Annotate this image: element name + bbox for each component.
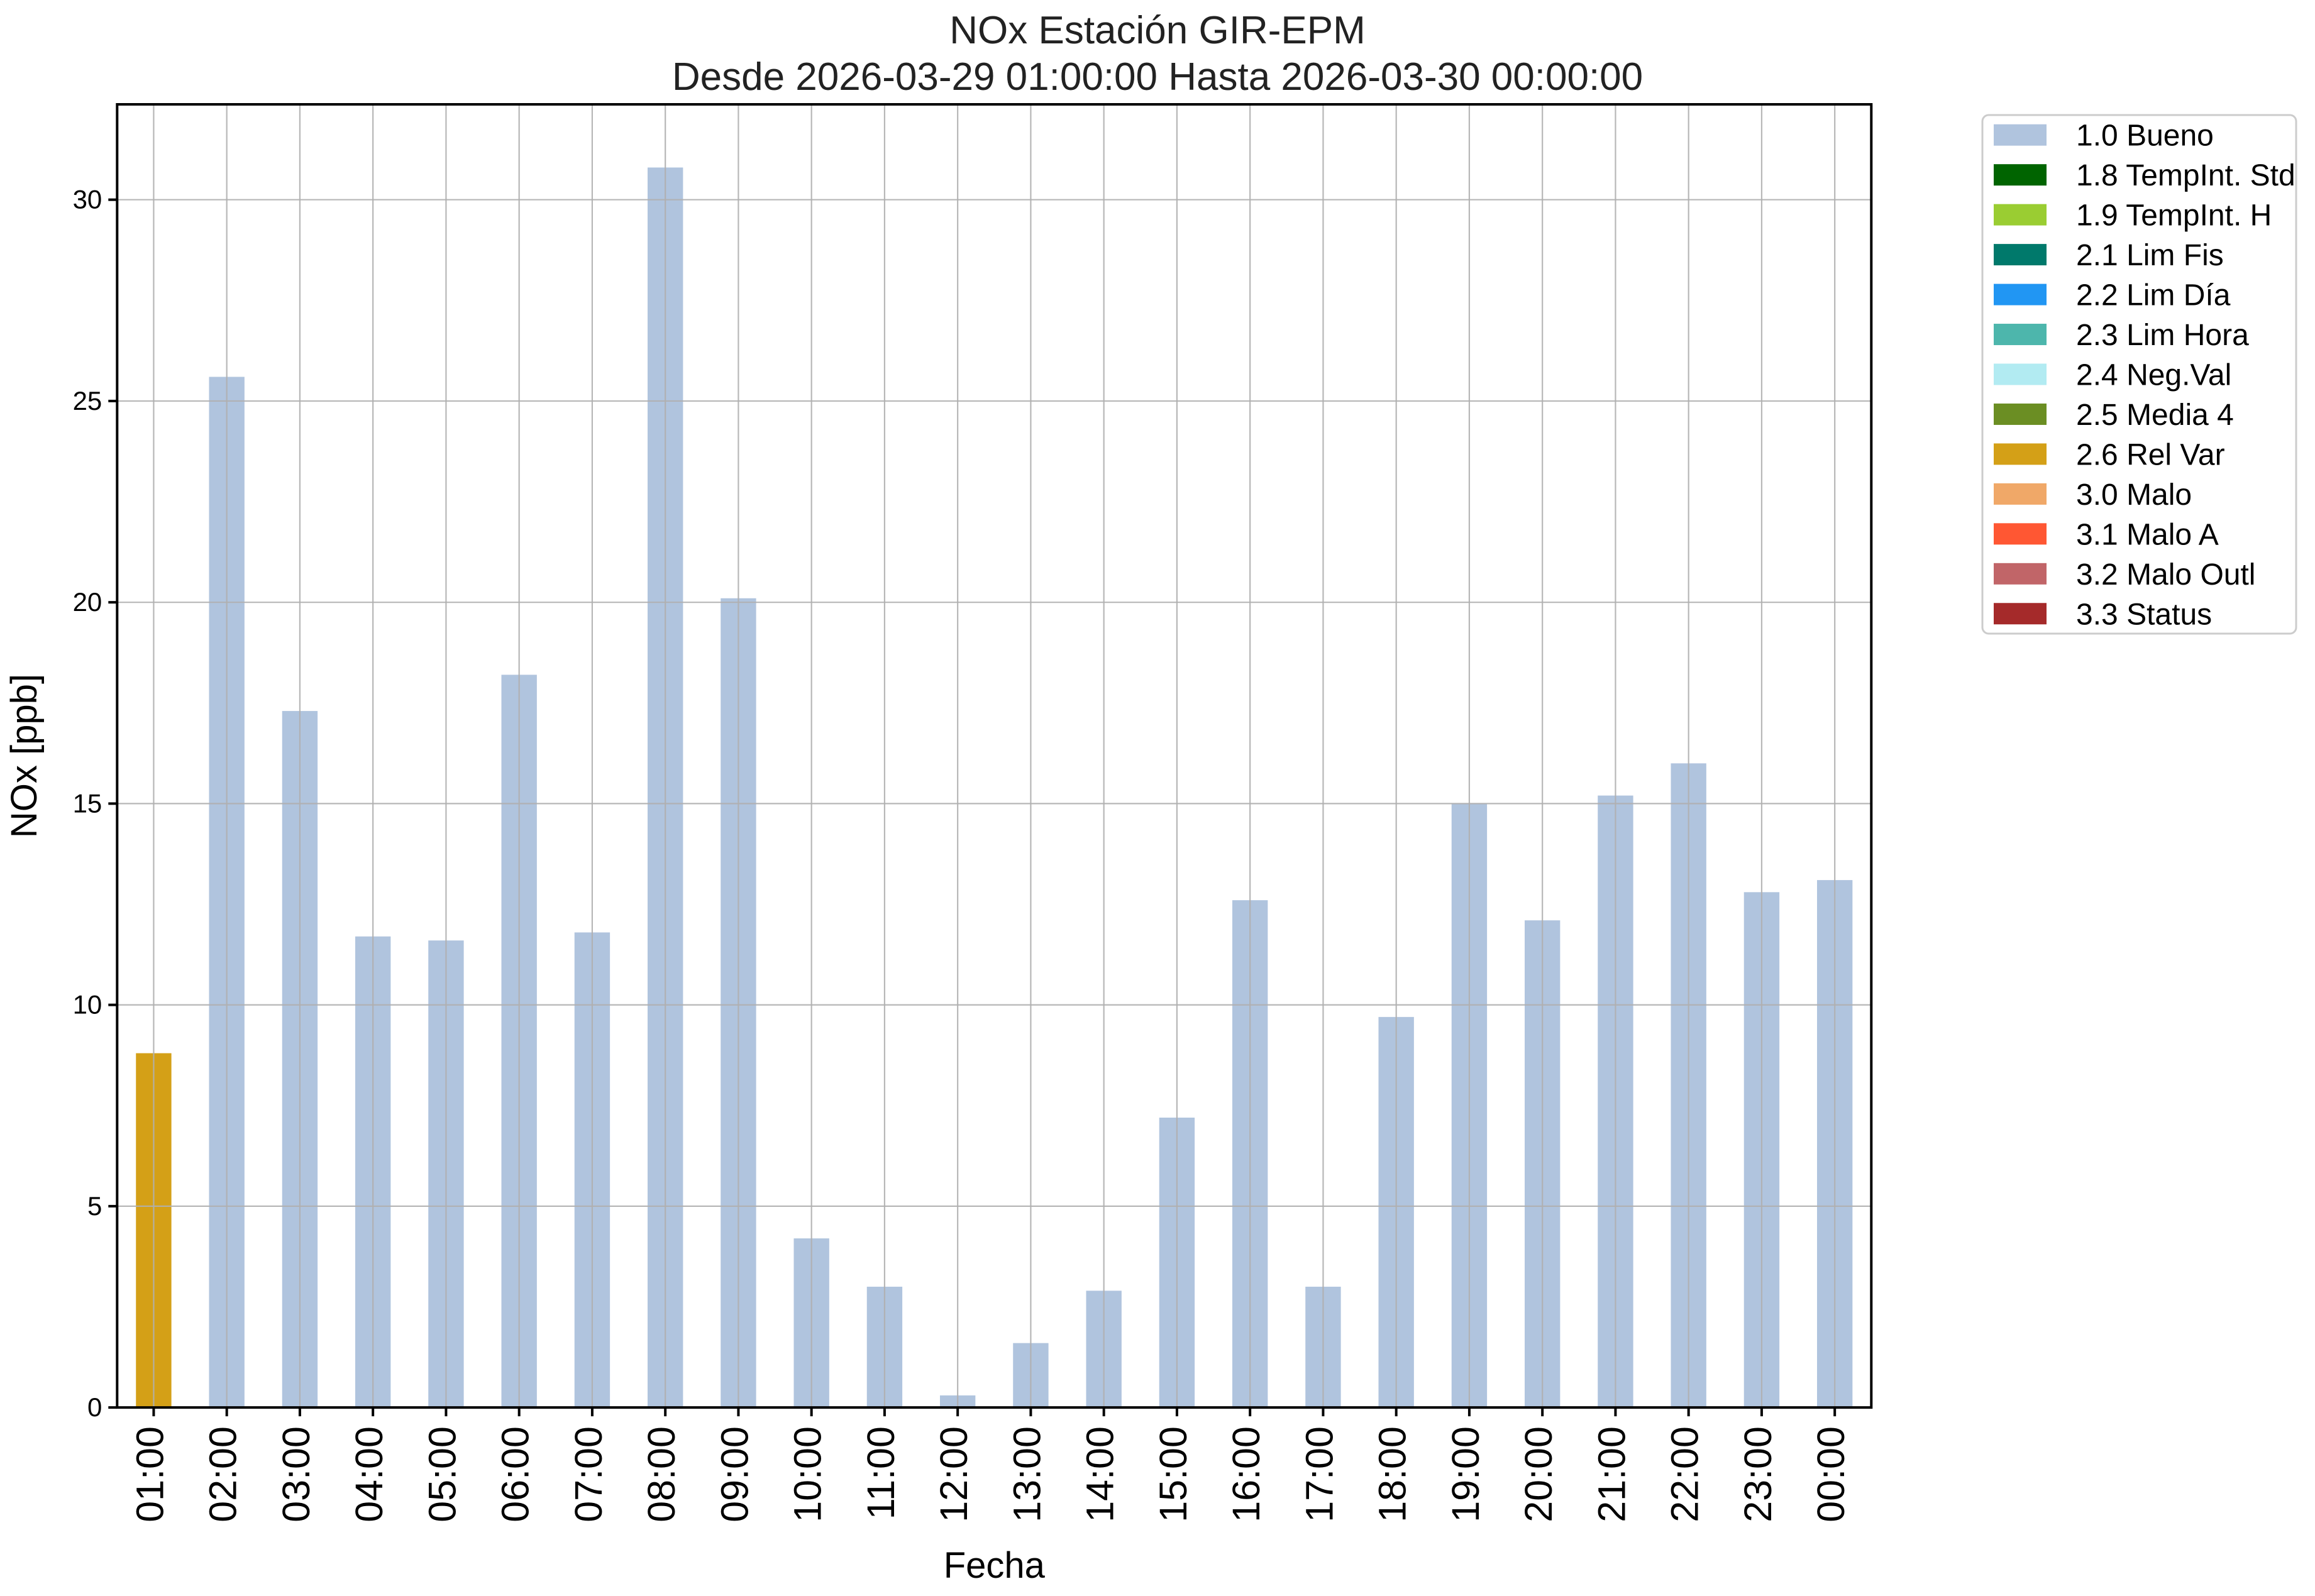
svg-text:16:00: 16:00 — [1225, 1426, 1268, 1522]
svg-text:3.2 Malo Outl: 3.2 Malo Outl — [2076, 558, 2255, 592]
svg-text:15: 15 — [73, 788, 102, 818]
svg-text:3.3 Status: 3.3 Status — [2076, 598, 2212, 631]
svg-text:09:00: 09:00 — [713, 1426, 756, 1522]
svg-text:05:00: 05:00 — [421, 1426, 463, 1522]
svg-text:21:00: 21:00 — [1590, 1426, 1633, 1522]
svg-text:20: 20 — [73, 587, 102, 617]
svg-text:14:00: 14:00 — [1079, 1426, 1122, 1522]
svg-text:30: 30 — [73, 185, 102, 214]
svg-text:5: 5 — [87, 1191, 102, 1221]
svg-text:06:00: 06:00 — [494, 1426, 537, 1522]
svg-text:2.4 Neg.Val: 2.4 Neg.Val — [2076, 359, 2231, 392]
svg-text:20:00: 20:00 — [1517, 1426, 1560, 1522]
svg-text:3.0 Malo: 3.0 Malo — [2076, 478, 2192, 512]
svg-text:1.8 TempInt. Std: 1.8 TempInt. Std — [2076, 159, 2296, 192]
svg-text:13:00: 13:00 — [1005, 1426, 1048, 1522]
svg-text:10:00: 10:00 — [787, 1426, 829, 1522]
svg-text:18:00: 18:00 — [1371, 1426, 1414, 1522]
svg-text:03:00: 03:00 — [275, 1426, 318, 1522]
svg-text:3.1 Malo A: 3.1 Malo A — [2076, 518, 2219, 551]
svg-text:1.0 Bueno: 1.0 Bueno — [2076, 119, 2214, 153]
svg-text:23:00: 23:00 — [1737, 1426, 1779, 1522]
svg-text:12:00: 12:00 — [932, 1426, 975, 1522]
svg-text:00:00: 00:00 — [1809, 1426, 1852, 1522]
svg-text:04:00: 04:00 — [348, 1426, 390, 1522]
svg-text:2.6 Rel Var: 2.6 Rel Var — [2076, 438, 2225, 471]
svg-text:Fecha: Fecha — [944, 1545, 1046, 1586]
svg-text:15:00: 15:00 — [1152, 1426, 1195, 1522]
svg-text:19:00: 19:00 — [1444, 1426, 1487, 1522]
svg-text:10: 10 — [73, 990, 102, 1020]
svg-text:08:00: 08:00 — [640, 1426, 683, 1522]
svg-text:1.9 TempInt. H: 1.9 TempInt. H — [2076, 199, 2272, 233]
svg-text:NOx [ppb]: NOx [ppb] — [4, 674, 45, 838]
svg-text:07:00: 07:00 — [567, 1426, 610, 1522]
svg-text:2.5 Media 4: 2.5 Media 4 — [2076, 399, 2234, 432]
svg-text:2.2 Lim Día: 2.2 Lim Día — [2076, 279, 2231, 312]
svg-text:2.1 Lim Fis: 2.1 Lim Fis — [2076, 239, 2224, 272]
svg-text:02:00: 02:00 — [202, 1426, 245, 1522]
svg-text:25: 25 — [73, 386, 102, 416]
svg-text:2.3 Lim Hora: 2.3 Lim Hora — [2076, 319, 2249, 352]
svg-text:0: 0 — [87, 1392, 102, 1422]
svg-text:22:00: 22:00 — [1664, 1426, 1706, 1522]
svg-text:11:00: 11:00 — [859, 1426, 902, 1519]
svg-text:01:00: 01:00 — [128, 1426, 171, 1522]
svg-text:17:00: 17:00 — [1298, 1426, 1340, 1522]
